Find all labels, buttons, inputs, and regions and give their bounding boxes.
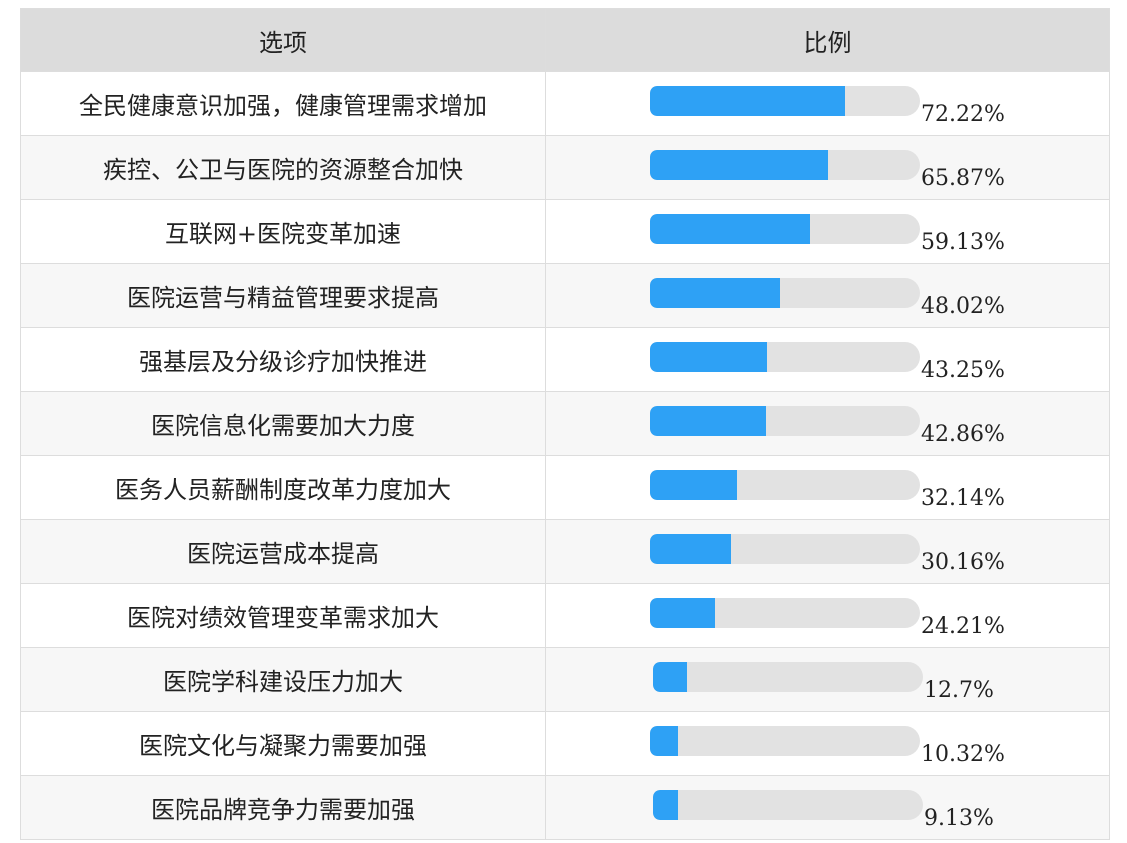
ratio-bar-track [653,662,923,692]
ratio-value-label: 48.02% [921,296,1005,318]
ratio-cell: 72.22% [546,72,1110,136]
ratio-value-label: 30.16% [921,552,1005,574]
ratio-bar-track [650,214,920,244]
ratio-bar-fill [650,406,766,436]
table-row: 互联网+医院变革加速 59.13% [21,200,1110,264]
table-row: 医院运营与精益管理要求提高 48.02% [21,264,1110,328]
ratio-value-label: 10.32% [921,744,1005,766]
table-row: 医院品牌竞争力需要加强 9.13% [21,776,1110,840]
table-row: 医院信息化需要加大力度 42.86% [21,392,1110,456]
table-row: 医院运营成本提高 30.16% [21,520,1110,584]
ratio-cell: 32.14% [546,456,1110,520]
ratio-bar-fill [653,790,678,820]
option-label: 疾控、公卫与医院的资源整合加快 [21,136,546,200]
table-row: 全民健康意识加强，健康管理需求增加 72.22% [21,72,1110,136]
ratio-bar-track [650,470,920,500]
table-row: 医院文化与凝聚力需要加强 10.32% [21,712,1110,776]
ratio-bar-fill [650,86,845,116]
ratio-cell: 42.86% [546,392,1110,456]
ratio-bar-group: 59.13% [650,214,1005,248]
ratio-bar-fill [650,342,767,372]
ratio-bar-group: 24.21% [650,598,1005,632]
ratio-cell: 10.32% [546,712,1110,776]
ratio-bar-group: 10.32% [650,726,1005,760]
ratio-cell: 65.87% [546,136,1110,200]
ratio-bar-group: 43.25% [650,342,1005,376]
ratio-bar-track [650,726,920,756]
ratio-bar-fill [650,598,715,628]
ratio-cell: 24.21% [546,584,1110,648]
ratio-value-label: 24.21% [921,616,1005,638]
ratio-bar-track [650,598,920,628]
ratio-bar-group: 12.7% [653,662,1002,696]
ratio-value-label: 59.13% [921,232,1005,254]
option-label: 医院信息化需要加大力度 [21,392,546,456]
ratio-value-label: 72.22% [921,104,1005,126]
table-row: 医务人员薪酬制度改革力度加大 32.14% [21,456,1110,520]
ratio-value-label: 32.14% [921,488,1005,510]
table-row: 疾控、公卫与医院的资源整合加快 65.87% [21,136,1110,200]
option-label: 互联网+医院变革加速 [21,200,546,264]
header-option: 选项 [21,9,546,72]
table-row: 医院对绩效管理变革需求加大 24.21% [21,584,1110,648]
ratio-cell: 9.13% [546,776,1110,840]
ratio-bar-group: 30.16% [650,534,1005,568]
option-label: 全民健康意识加强，健康管理需求增加 [21,72,546,136]
ratio-bar-track [650,342,920,372]
option-label: 强基层及分级诊疗加快推进 [21,328,546,392]
ratio-cell: 59.13% [546,200,1110,264]
ratio-bar-group: 32.14% [650,470,1005,504]
ratio-value-label: 9.13% [924,808,1002,830]
ratio-value-label: 12.7% [924,680,1002,702]
option-label: 医院文化与凝聚力需要加强 [21,712,546,776]
ratio-bar-group: 48.02% [650,278,1005,312]
option-label: 医院对绩效管理变革需求加大 [21,584,546,648]
table-row: 强基层及分级诊疗加快推进 43.25% [21,328,1110,392]
ratio-cell: 30.16% [546,520,1110,584]
ratio-bar-track [653,790,923,820]
option-label: 医院品牌竞争力需要加强 [21,776,546,840]
option-label: 医院运营与精益管理要求提高 [21,264,546,328]
ratio-bar-fill [650,534,731,564]
ratio-cell: 43.25% [546,328,1110,392]
ratio-value-label: 43.25% [921,360,1005,382]
ratio-cell: 12.7% [546,648,1110,712]
option-label: 医务人员薪酬制度改革力度加大 [21,456,546,520]
survey-ratio-table: 选项 比例 全民健康意识加强，健康管理需求增加 72.22% 疾控、公卫与医院的资源… [20,8,1110,840]
ratio-bar-group: 42.86% [650,406,1005,440]
ratio-bar-group: 72.22% [650,86,1005,120]
ratio-bar-track [650,278,920,308]
ratio-bar-fill [650,150,828,180]
ratio-bar-fill [650,470,737,500]
ratio-bar-track [650,406,920,436]
option-label: 医院运营成本提高 [21,520,546,584]
table-body: 全民健康意识加强，健康管理需求增加 72.22% 疾控、公卫与医院的资源整合加快 65… [21,72,1110,840]
ratio-bar-fill [653,662,687,692]
table-row: 医院学科建设压力加大 12.7% [21,648,1110,712]
ratio-bar-fill [650,726,678,756]
ratio-bar-track [650,86,920,116]
table-header-row: 选项 比例 [21,9,1110,72]
ratio-bar-fill [650,214,810,244]
ratio-bar-track [650,534,920,564]
ratio-bar-fill [650,278,780,308]
option-label: 医院学科建设压力加大 [21,648,546,712]
ratio-bar-group: 9.13% [653,790,1002,824]
ratio-bar-group: 65.87% [650,150,1005,184]
ratio-value-label: 65.87% [921,168,1005,190]
ratio-value-label: 42.86% [921,424,1005,446]
ratio-cell: 48.02% [546,264,1110,328]
header-ratio: 比例 [546,9,1110,72]
ratio-bar-track [650,150,920,180]
